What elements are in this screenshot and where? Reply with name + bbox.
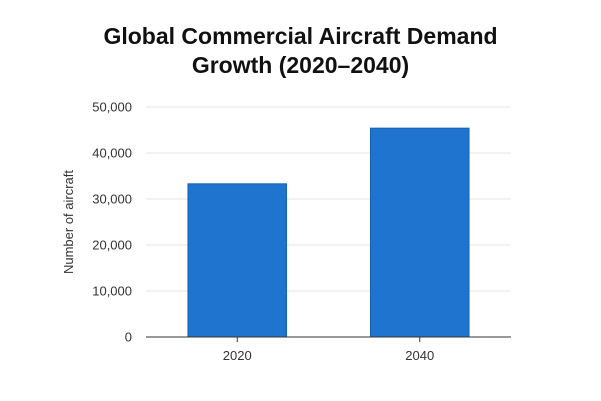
chart-title-line-1: Global Commercial Aircraft Demand: [103, 23, 498, 49]
y-tick-labels: 0 10,000 20,000 30,000 40,000 50,000: [92, 100, 132, 345]
bar-2020: [187, 183, 288, 338]
y-axis-label: Number of aircraft: [61, 170, 76, 274]
y-tick-label: 10,000: [92, 284, 132, 299]
y-tick-label: 30,000: [92, 192, 132, 207]
bars: [187, 127, 470, 338]
y-tick-label: 40,000: [92, 146, 132, 161]
y-tick-label: 20,000: [92, 238, 132, 253]
y-tick-label: 0: [125, 330, 132, 345]
chart-title-line-2: Growth (2020–2040): [191, 52, 410, 78]
y-tick-label: 50,000: [92, 100, 132, 115]
axes: [146, 336, 511, 342]
x-tick-label: 2020: [223, 348, 252, 363]
bar-2040: [369, 127, 470, 338]
chart-title: Global Commercial Aircraft Demand Growth…: [0, 22, 601, 80]
x-tick-labels: 2020 2040: [223, 348, 434, 363]
x-tick-label: 2040: [405, 348, 434, 363]
